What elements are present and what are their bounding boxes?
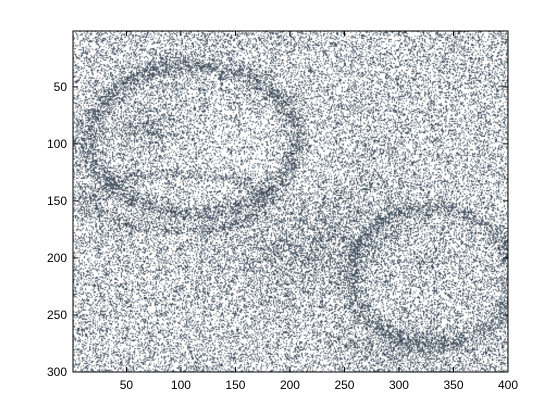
- y-tick-label: 100: [47, 137, 67, 151]
- y-tick-label: 300: [47, 365, 67, 379]
- x-tick-label: 400: [498, 378, 518, 392]
- x-tick-label: 50: [120, 378, 134, 392]
- x-tick-label: 200: [280, 378, 300, 392]
- plot-area: [72, 30, 509, 373]
- x-axis: 50 100 150 200 250 300 350 400: [120, 31, 518, 392]
- heatmap-image: [73, 31, 508, 372]
- y-tick-label: 200: [47, 251, 67, 265]
- y-tick-label: 250: [47, 308, 67, 322]
- y-tick-label: 150: [47, 194, 67, 208]
- x-tick-label: 150: [225, 378, 245, 392]
- x-tick-label: 100: [171, 378, 191, 392]
- x-tick-label: 350: [443, 378, 463, 392]
- y-tick-label: 50: [54, 80, 68, 94]
- x-tick-label: 250: [334, 378, 354, 392]
- y-axis: 50 100 150 200 250 300: [47, 80, 508, 379]
- x-tick-label: 300: [389, 378, 409, 392]
- axes-box: [72, 30, 509, 373]
